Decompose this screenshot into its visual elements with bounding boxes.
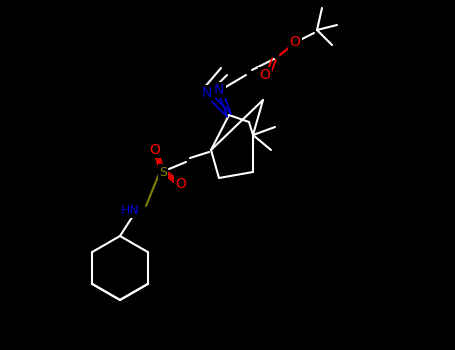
Text: N: N bbox=[202, 86, 212, 100]
Text: O: O bbox=[289, 35, 300, 49]
Text: HN: HN bbox=[121, 203, 139, 217]
Text: O: O bbox=[259, 68, 270, 82]
Text: O: O bbox=[150, 143, 161, 157]
Text: N: N bbox=[214, 83, 224, 97]
Text: S: S bbox=[159, 166, 167, 178]
Text: O: O bbox=[176, 177, 187, 191]
